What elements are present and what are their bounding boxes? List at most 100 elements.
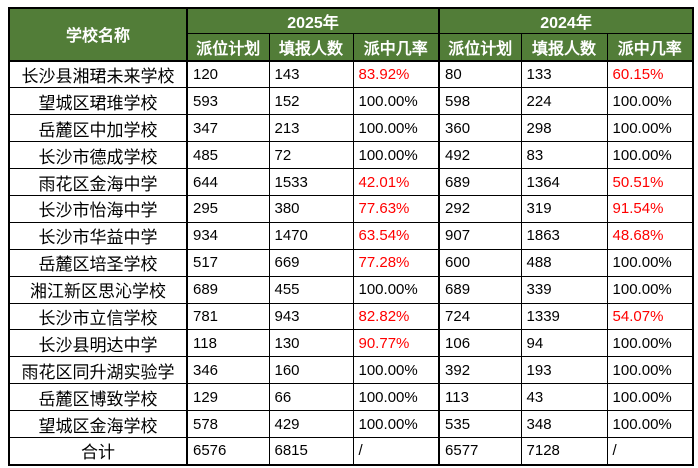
- value-cell: 346: [186, 356, 270, 385]
- value-cell: 100.00%: [606, 410, 694, 438]
- school-name-cell: 雨花区同升湖实验学: [8, 356, 188, 385]
- year-group-2024-header: 2024年: [438, 7, 694, 34]
- value-cell: 1470: [268, 221, 354, 250]
- value-cell: 129: [186, 383, 270, 412]
- value-cell: 60.15%: [606, 59, 694, 89]
- school-name-cell: 岳麓区中加学校: [8, 114, 188, 143]
- value-cell: 1364: [520, 168, 608, 196]
- school-name-cell: 长沙县明达中学: [8, 329, 188, 358]
- value-cell: 1533: [268, 168, 354, 196]
- value-cell: 600: [438, 248, 522, 277]
- school-lottery-table-container: 学校名称 2025年 2024年 派位计划 填报人数 派中几率 派位计划 填报人…: [8, 7, 695, 466]
- value-cell: 292: [438, 194, 522, 223]
- table-row: 雨花区金海中学 644 1533 42.01% 689 1364 50.51%: [8, 168, 694, 196]
- value-cell: 100.00%: [352, 383, 440, 412]
- value-cell: 578: [186, 410, 270, 438]
- value-cell: 380: [268, 194, 354, 223]
- value-cell: 689: [438, 168, 522, 196]
- value-cell: 94: [520, 329, 608, 358]
- table-row: 雨花区同升湖实验学 346 160 100.00% 392 193 100.00%: [8, 356, 694, 385]
- value-cell: 224: [520, 87, 608, 116]
- value-cell: 83: [520, 141, 608, 170]
- value-cell: 100.00%: [352, 141, 440, 170]
- school-name-cell: 湘江新区思沁学校: [8, 275, 188, 304]
- table-row: 湘江新区思沁学校 689 455 100.00% 689 339 100.00%: [8, 275, 694, 304]
- table-row: 长沙市德成学校 485 72 100.00% 492 83 100.00%: [8, 141, 694, 170]
- school-name-cell: 岳麓区培圣学校: [8, 248, 188, 277]
- value-cell: 100.00%: [606, 329, 694, 358]
- value-cell: 7128: [520, 436, 608, 466]
- school-name-cell: 望城区珺琟学校: [8, 87, 188, 116]
- value-cell: 91.54%: [606, 194, 694, 223]
- value-cell: /: [352, 436, 440, 466]
- table-row: 长沙县明达中学 118 130 90.77% 106 94 100.00%: [8, 329, 694, 358]
- value-cell: 42.01%: [352, 168, 440, 196]
- value-cell: 90.77%: [352, 329, 440, 358]
- value-cell: 360: [438, 114, 522, 143]
- value-cell: 77.28%: [352, 248, 440, 277]
- value-cell: 100.00%: [606, 87, 694, 116]
- school-lottery-table: 学校名称 2025年 2024年 派位计划 填报人数 派中几率 派位计划 填报人…: [8, 7, 695, 466]
- column-header-2024-plan: 派位计划: [438, 33, 522, 62]
- value-cell: 50.51%: [606, 168, 694, 196]
- value-cell: 689: [438, 275, 522, 304]
- value-cell: 72: [268, 141, 354, 170]
- column-header-2024-applicants: 填报人数: [520, 33, 608, 62]
- value-cell: 106: [438, 329, 522, 358]
- value-cell: 100.00%: [606, 383, 694, 412]
- value-cell: 934: [186, 221, 270, 250]
- value-cell: 100.00%: [352, 356, 440, 385]
- school-name-cell: 望城区金海学校: [8, 410, 188, 438]
- value-cell: 100.00%: [352, 410, 440, 438]
- value-cell: 66: [268, 383, 354, 412]
- value-cell: 298: [520, 114, 608, 143]
- value-cell: 1339: [520, 302, 608, 331]
- header-row-years: 学校名称 2025年 2024年: [8, 7, 694, 62]
- value-cell: 160: [268, 356, 354, 385]
- table-row: 岳麓区中加学校 347 213 100.00% 360 298 100.00%: [8, 114, 694, 143]
- value-cell: 455: [268, 275, 354, 304]
- value-cell: 1863: [520, 221, 608, 250]
- value-cell: 118: [186, 329, 270, 358]
- school-name-cell: 长沙市立信学校: [8, 302, 188, 331]
- table-row: 长沙县湘珺未来学校 120 143 83.92% 80 133 60.15%: [8, 59, 694, 89]
- value-cell: 80: [438, 59, 522, 89]
- value-cell: 100.00%: [606, 114, 694, 143]
- value-cell: 100.00%: [352, 275, 440, 304]
- value-cell: 213: [268, 114, 354, 143]
- value-cell: 82.82%: [352, 302, 440, 331]
- value-cell: 348: [520, 410, 608, 438]
- table-row: 长沙市华益中学 934 1470 63.54% 907 1863 48.68%: [8, 221, 694, 250]
- value-cell: 644: [186, 168, 270, 196]
- header-row-subcolumns: 派位计划 填报人数 派中几率 派位计划 填报人数 派中几率: [9, 33, 694, 62]
- value-cell: 535: [438, 410, 522, 438]
- school-name-cell: 岳麓区博致学校: [8, 383, 188, 412]
- value-cell: 143: [268, 59, 354, 89]
- value-cell: 319: [520, 194, 608, 223]
- value-cell: 77.63%: [352, 194, 440, 223]
- value-cell: 63.54%: [352, 221, 440, 250]
- value-cell: 100.00%: [606, 356, 694, 385]
- value-cell: 429: [268, 410, 354, 438]
- column-header-2025-applicants: 填报人数: [268, 33, 354, 62]
- table-row: 岳麓区培圣学校 517 669 77.28% 600 488 100.00%: [8, 248, 694, 277]
- value-cell: 392: [438, 356, 522, 385]
- value-cell: 100.00%: [606, 141, 694, 170]
- column-header-2025-rate: 派中几率: [352, 33, 440, 62]
- school-name-cell: 长沙市怡海中学: [8, 194, 188, 223]
- value-cell: 907: [438, 221, 522, 250]
- value-cell: 113: [438, 383, 522, 412]
- value-cell: 485: [186, 141, 270, 170]
- column-header-2025-plan: 派位计划: [186, 33, 270, 62]
- school-name-cell: 长沙县湘珺未来学校: [8, 59, 188, 89]
- value-cell: 48.68%: [606, 221, 694, 250]
- column-header-2024-rate: 派中几率: [606, 33, 694, 62]
- value-cell: 6576: [186, 436, 270, 466]
- value-cell: 152: [268, 87, 354, 116]
- value-cell: 83.92%: [352, 59, 440, 89]
- table-body: 长沙县湘珺未来学校 120 143 83.92% 80 133 60.15% 望城区珺琟学校 5…: [8, 59, 694, 466]
- value-cell: 492: [438, 141, 522, 170]
- value-cell: 347: [186, 114, 270, 143]
- value-cell: 689: [186, 275, 270, 304]
- value-cell: 488: [520, 248, 608, 277]
